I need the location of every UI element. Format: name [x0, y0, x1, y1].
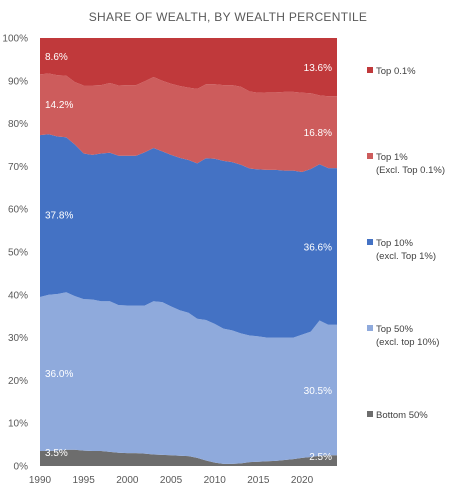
- y-tick-label: 90%: [8, 76, 28, 87]
- x-tick-label: 1995: [73, 475, 96, 486]
- stacked-areas: [40, 38, 337, 466]
- legend-swatch-bottom50: [367, 411, 373, 417]
- area-bottom50: [40, 449, 337, 466]
- x-tick-label: 2015: [247, 475, 270, 486]
- area-top10: [40, 134, 337, 338]
- data-label-top1-end: 16.8%: [304, 128, 332, 139]
- y-tick-label: 60%: [8, 205, 28, 216]
- data-label-top01-end: 13.6%: [304, 63, 332, 74]
- legend-swatch-top50: [367, 325, 373, 331]
- legend-label-top50: (excl. top 10%): [376, 337, 439, 348]
- y-tick-label: 40%: [8, 290, 28, 301]
- data-label-top01-start: 8.6%: [45, 52, 68, 63]
- chart-title: SHARE OF WEALTH, BY WEALTH PERCENTILE: [89, 10, 367, 24]
- data-labels: 8.6% 13.6% 14.2% 16.8% 37.8% 36.6% 36.0% 30.5% 3…: [45, 52, 332, 463]
- data-label-bottom50-end: 2.5%: [309, 452, 332, 463]
- legend-swatch-top01: [367, 67, 373, 73]
- y-tick-label: 0%: [14, 462, 29, 473]
- x-tick-label: 2020: [291, 475, 314, 486]
- legend: Top 0.1% Top 1% (Excl. Top 0.1%) Top 10% (ex…: [367, 66, 445, 421]
- y-tick-label: 10%: [8, 419, 28, 430]
- x-tick-label: 2000: [116, 475, 139, 486]
- x-tick-label: 2005: [160, 475, 183, 486]
- x-tick-label: 1990: [29, 475, 52, 486]
- legend-label-top1: (Excl. Top 0.1%): [376, 165, 445, 176]
- data-label-bottom50-start: 3.5%: [45, 448, 68, 459]
- y-tick-label: 20%: [8, 376, 28, 387]
- data-label-top50-start: 36.0%: [45, 369, 73, 380]
- data-label-top10-start: 37.8%: [45, 211, 73, 222]
- legend-label-top10: (excl. Top 1%): [376, 251, 436, 262]
- area-top01: [40, 38, 337, 97]
- y-tick-label: 80%: [8, 119, 28, 130]
- area-top50: [40, 292, 337, 464]
- legend-swatch-top10: [367, 239, 373, 245]
- x-tick-label: 2010: [204, 475, 227, 486]
- area-top1: [40, 73, 337, 172]
- axes: 0% 10% 20% 30% 40% 50% 60% 70% 80% 90% 100% 1990 199…: [2, 34, 313, 487]
- y-tick-label: 30%: [8, 333, 28, 344]
- data-label-top10-end: 36.6%: [304, 242, 332, 253]
- y-tick-label: 70%: [8, 162, 28, 173]
- legend-label-top50: Top 50%: [376, 324, 414, 335]
- y-tick-label: 100%: [2, 34, 28, 45]
- legend-label-top01: Top 0.1%: [376, 66, 416, 77]
- legend-label-top10: Top 10%: [376, 238, 414, 249]
- data-label-top50-end: 30.5%: [304, 386, 332, 397]
- legend-swatch-top1: [367, 153, 373, 159]
- data-label-top1-start: 14.2%: [45, 100, 73, 111]
- y-tick-label: 50%: [8, 248, 28, 259]
- legend-label-bottom50: Bottom 50%: [376, 410, 428, 421]
- legend-label-top1: Top 1%: [376, 152, 408, 163]
